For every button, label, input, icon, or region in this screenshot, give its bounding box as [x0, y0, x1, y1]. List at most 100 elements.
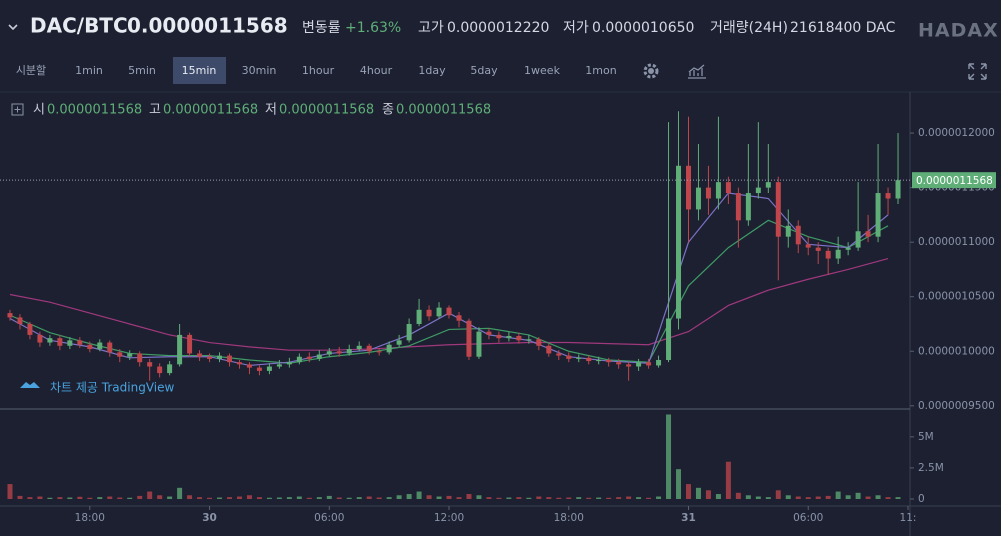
interval-button[interactable]: 4hour — [360, 64, 393, 77]
volume-bar — [47, 497, 53, 499]
candle-body — [755, 187, 761, 194]
settings-icon[interactable] — [643, 63, 659, 79]
interval-button[interactable]: 1week — [524, 64, 561, 77]
candle-body — [107, 342, 113, 353]
volume-bar — [456, 497, 462, 499]
volume-bar — [346, 497, 352, 499]
volume-bar — [855, 492, 861, 499]
candle-body — [336, 351, 342, 354]
indicator-icon[interactable] — [688, 64, 706, 79]
volume-bar — [276, 497, 282, 499]
interval-button[interactable]: 5min — [128, 64, 156, 77]
volume-bar — [426, 495, 432, 499]
candle-body — [217, 355, 223, 359]
fullscreen-icon[interactable] — [968, 63, 987, 80]
interval-button[interactable]: 5day — [470, 64, 498, 77]
volume-bar — [396, 495, 402, 499]
interval-button[interactable]: 1day — [418, 64, 446, 77]
volume-bar — [666, 414, 672, 499]
candle-body — [616, 362, 622, 365]
interval-button[interactable]: 1mon — [585, 64, 616, 77]
volume-bar — [187, 495, 193, 499]
candle-body — [596, 359, 602, 362]
pair: DAC/BTC — [30, 14, 128, 38]
candle-body — [97, 342, 103, 350]
candle-body — [77, 340, 83, 345]
interval-button[interactable]: 15min — [182, 64, 217, 77]
candle-body — [825, 250, 831, 259]
plot: 0.0000009500 0.0000010000 0.0000010500 0.00… — [0, 111, 996, 524]
volume-bar — [506, 497, 512, 499]
candle-body — [167, 364, 173, 374]
candle-body — [835, 249, 841, 259]
candle-body — [326, 351, 332, 355]
candle-body — [207, 356, 213, 359]
candle-body — [735, 193, 741, 221]
volume-bar — [566, 497, 572, 499]
interval-button[interactable]: 30min — [242, 64, 277, 77]
candle-body — [676, 165, 682, 319]
volume-bar — [815, 496, 821, 499]
candle-body — [147, 362, 153, 367]
volume-bar — [17, 495, 23, 499]
y-tick-label: 0.0000010000 — [918, 345, 995, 357]
pair-dropdown[interactable] — [8, 24, 18, 31]
candle-body — [855, 231, 861, 248]
volume-bar — [87, 497, 93, 499]
volume-bar — [606, 497, 612, 499]
candle-body — [7, 313, 13, 318]
candle-body — [656, 359, 662, 366]
candle-body — [197, 353, 203, 357]
interval-button[interactable]: 1hour — [302, 64, 335, 77]
x-tick-label: 11: — [900, 512, 917, 524]
candle-body — [27, 323, 33, 335]
candle-body — [646, 362, 652, 366]
volume-bar — [246, 495, 252, 499]
x-tick-label: 18:00 — [554, 512, 584, 524]
interval-button[interactable]: 1min — [75, 64, 103, 77]
volume-bar — [67, 497, 73, 499]
candle-body — [226, 355, 232, 363]
volume-bar — [296, 496, 302, 499]
volume-bar — [865, 496, 871, 499]
candle-body — [506, 335, 512, 339]
volume-bar — [685, 484, 691, 499]
candle-body — [236, 362, 242, 365]
change: +1.63% — [345, 20, 401, 36]
legend-label: 저 — [265, 103, 277, 118]
candle-body — [316, 354, 322, 359]
candle-body — [436, 307, 442, 317]
candle-body — [685, 165, 691, 210]
volume-bar — [496, 497, 502, 499]
volume-bar — [596, 497, 602, 499]
volume-bar — [835, 491, 841, 499]
volume-bar — [705, 490, 711, 499]
volume-bar — [157, 495, 163, 499]
candle-body — [416, 309, 422, 324]
volume-bar — [755, 496, 761, 499]
interval-button[interactable]: 시분할 — [16, 64, 46, 77]
volume-bar — [745, 495, 751, 499]
x-tick-label: 06:00 — [793, 512, 823, 524]
volume-bar — [576, 497, 582, 499]
volume-bar — [406, 494, 412, 499]
candle-body — [406, 323, 412, 341]
volume-bar — [386, 497, 392, 499]
volume-bar — [117, 497, 123, 499]
volume-bar — [197, 497, 203, 499]
candle-body — [356, 345, 362, 350]
volume-bar — [366, 496, 372, 499]
candle-body — [396, 340, 402, 345]
candle-body — [895, 180, 901, 199]
legend-toggle[interactable] — [11, 103, 24, 116]
candle-body — [127, 353, 133, 357]
candle-body — [795, 225, 801, 245]
volume-bar — [137, 495, 143, 499]
volume-bar — [167, 496, 173, 499]
volume-bar — [656, 496, 662, 499]
volume-bar — [476, 495, 482, 499]
volume-tick-label: 0 — [918, 493, 925, 505]
volume-bar — [97, 497, 103, 499]
candle-body — [815, 247, 821, 251]
y-tick-label: 0.0000011000 — [918, 236, 995, 248]
